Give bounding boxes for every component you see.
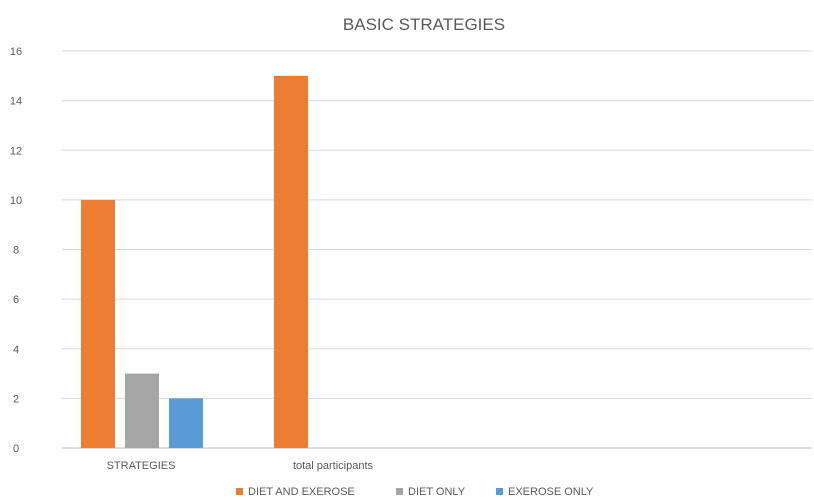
y-axis-ticks: 0 2 4 6 8 10 12 14 16 (10, 46, 22, 455)
legend-swatch (496, 488, 503, 495)
chart-title: BASIC STRATEGIES (343, 15, 505, 34)
x-category-label: total participants (293, 460, 374, 472)
x-axis-categories: STRATEGIES total participants (107, 460, 374, 472)
y-tick-label: 0 (13, 443, 19, 455)
gridlines (62, 50, 812, 449)
legend-swatch (396, 488, 403, 495)
y-tick-label: 8 (13, 245, 19, 257)
y-tick-label: 4 (13, 344, 19, 356)
bar-diet-only-0 (125, 373, 159, 448)
y-tick-label: 12 (10, 145, 22, 157)
y-tick-label: 6 (13, 294, 19, 306)
bar-exerose-only-0 (169, 398, 203, 448)
bars (81, 75, 308, 448)
y-tick-label: 2 (13, 393, 19, 405)
bar-diet-and-exerose-0 (81, 199, 115, 448)
y-tick-label: 16 (10, 46, 22, 58)
y-tick-label: 14 (10, 96, 22, 108)
legend-swatch (236, 488, 243, 495)
legend-label: DIET ONLY (408, 486, 466, 498)
bar-diet-and-exerose-1 (274, 75, 308, 448)
legend-label: EXEROSE ONLY (508, 486, 594, 498)
x-category-label: STRATEGIES (107, 460, 176, 472)
legend: DIET AND EXEROSE DIET ONLY EXEROSE ONLY (236, 486, 594, 498)
y-tick-label: 10 (10, 195, 22, 207)
legend-label: DIET AND EXEROSE (248, 486, 355, 498)
